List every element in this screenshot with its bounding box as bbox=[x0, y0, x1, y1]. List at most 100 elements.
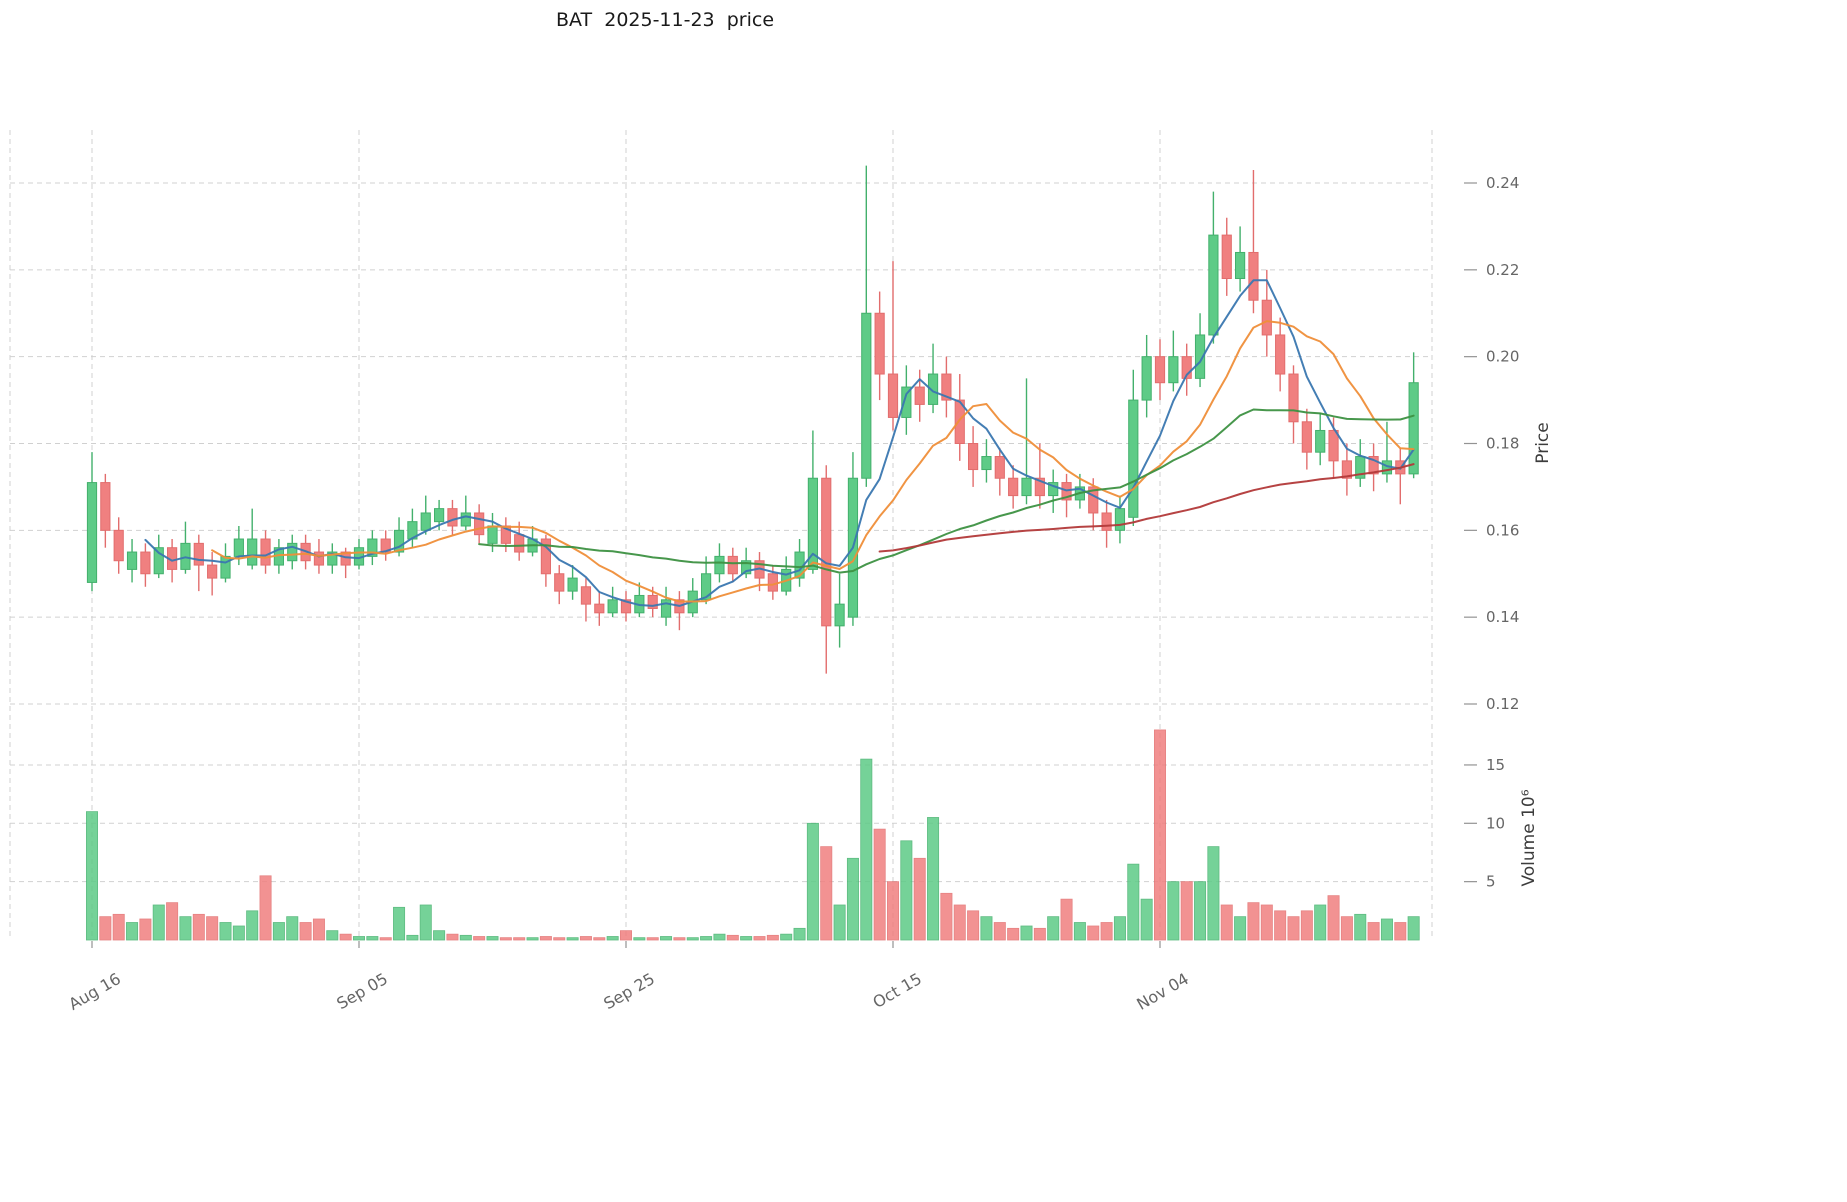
candle-body bbox=[1288, 373, 1299, 423]
price-tick-label: 0.20 bbox=[1486, 348, 1519, 366]
volume-bar bbox=[473, 936, 486, 941]
volume-bar bbox=[99, 916, 112, 941]
volume-bar bbox=[499, 937, 512, 941]
volume-bar bbox=[299, 922, 312, 941]
candle-body bbox=[994, 456, 1005, 479]
volume-bar bbox=[526, 937, 539, 941]
volume-bar bbox=[352, 936, 365, 941]
ma-lines bbox=[144, 279, 1415, 607]
candle-body bbox=[821, 477, 832, 627]
volume-bar bbox=[593, 937, 606, 941]
volume-tick-label: 5 bbox=[1486, 873, 1496, 891]
volume-bar bbox=[1073, 922, 1086, 941]
volume-bar bbox=[339, 933, 352, 941]
volume-tick-label: 10 bbox=[1486, 814, 1505, 832]
volume-bar bbox=[539, 936, 552, 941]
volume-bar bbox=[940, 892, 953, 941]
candle-body bbox=[140, 551, 151, 575]
volume-bar bbox=[766, 934, 779, 941]
x-axis: Aug 16 Sep 05 Sep 25 Oct 15 Nov 04 bbox=[65, 941, 1192, 1014]
volume-bar bbox=[700, 936, 713, 941]
volume-bar bbox=[553, 937, 566, 941]
candle-body bbox=[1181, 356, 1192, 379]
volume-bar bbox=[206, 916, 219, 941]
volume-bar bbox=[246, 910, 259, 941]
volume-bar bbox=[459, 934, 472, 941]
ma-line-ma10 bbox=[211, 320, 1415, 603]
volume-bar bbox=[419, 904, 432, 941]
candle-body bbox=[193, 542, 204, 566]
candle-body bbox=[313, 551, 325, 566]
volume-bar bbox=[433, 930, 446, 941]
volume-bar bbox=[633, 937, 646, 941]
volume-bar bbox=[1340, 916, 1353, 941]
volume-bar bbox=[1327, 895, 1340, 941]
candle-body bbox=[260, 538, 271, 566]
candle-body bbox=[420, 512, 431, 531]
volume-bar bbox=[980, 916, 993, 941]
candle-body bbox=[901, 386, 912, 418]
candle-body bbox=[1408, 382, 1419, 475]
candle-body bbox=[1101, 512, 1112, 531]
price-tick-label: 0.24 bbox=[1486, 174, 1519, 192]
candle-body bbox=[434, 508, 445, 523]
candle-body bbox=[367, 538, 378, 557]
volume-bar bbox=[513, 937, 526, 941]
volume-bar bbox=[887, 881, 900, 941]
volume-bar bbox=[820, 846, 833, 941]
candle-body bbox=[1208, 234, 1219, 336]
volume-bar bbox=[1140, 898, 1153, 941]
candle-body bbox=[1088, 486, 1099, 514]
volume-bar bbox=[579, 936, 592, 941]
candle-body bbox=[767, 573, 778, 592]
volume-bar bbox=[1100, 922, 1113, 941]
volume-bar bbox=[846, 857, 859, 941]
candle-body bbox=[941, 373, 952, 401]
volume-bar bbox=[1354, 913, 1367, 941]
volume-bar bbox=[1033, 927, 1046, 941]
volume-bar bbox=[726, 934, 739, 941]
right-axis: 0.12 0.14 0.16 0.18 0.20 0.22 0.24 5 10 15 bbox=[1464, 174, 1519, 891]
volume-bar bbox=[406, 934, 419, 941]
candle-body bbox=[207, 564, 218, 579]
volume-bar bbox=[900, 840, 913, 941]
ma-line-ma5 bbox=[144, 279, 1415, 607]
candle-body bbox=[233, 538, 244, 557]
volume-bar bbox=[1234, 916, 1247, 941]
candle-body bbox=[554, 573, 565, 592]
ma-line-ma60 bbox=[878, 463, 1415, 553]
volume-tick-label: 15 bbox=[1486, 756, 1505, 774]
volume-bar bbox=[1394, 922, 1407, 941]
volume-bar bbox=[1407, 916, 1420, 941]
candle-body bbox=[567, 577, 578, 592]
x-tick-label: Sep 05 bbox=[333, 969, 391, 1013]
candle-body bbox=[647, 594, 658, 609]
volume-bar bbox=[1113, 916, 1126, 941]
volume-bar bbox=[259, 875, 272, 941]
candle-body bbox=[460, 512, 471, 527]
candle-body bbox=[1128, 399, 1139, 518]
volume-bar bbox=[1247, 902, 1260, 941]
volume-bar bbox=[753, 936, 766, 941]
candle-body bbox=[100, 482, 111, 531]
volume-bar bbox=[646, 937, 659, 941]
candle-body bbox=[861, 312, 872, 479]
x-tick-label: Nov 04 bbox=[1133, 969, 1192, 1014]
candle-body bbox=[153, 547, 164, 575]
candle-body bbox=[714, 555, 725, 575]
volume-bar bbox=[686, 937, 699, 941]
candle-body bbox=[981, 456, 992, 471]
candle-body bbox=[447, 508, 458, 527]
volume-bar bbox=[1220, 904, 1233, 941]
volume-bar bbox=[366, 936, 379, 941]
volume-bar bbox=[179, 916, 192, 941]
volume-bars bbox=[86, 729, 1420, 941]
volume-bar bbox=[1194, 881, 1207, 941]
candle-body bbox=[540, 538, 551, 575]
volume-bar bbox=[806, 822, 819, 941]
candle-body bbox=[834, 603, 845, 627]
volume-bar bbox=[166, 902, 179, 941]
candle-body bbox=[1328, 429, 1339, 462]
candle-body bbox=[1194, 334, 1206, 379]
